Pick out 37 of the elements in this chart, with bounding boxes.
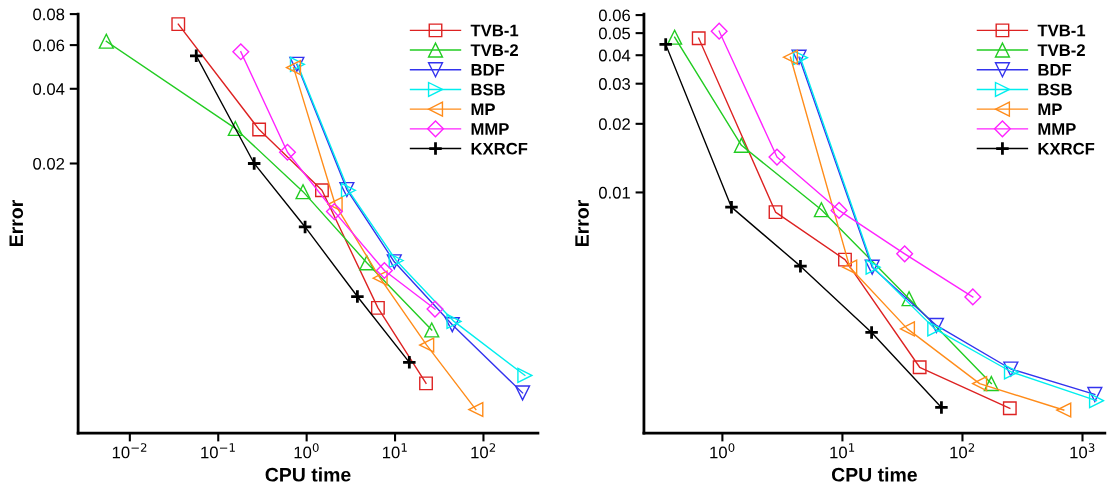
- y-tick-label: 0.06: [33, 39, 65, 52]
- legend-label: TVB-1: [470, 24, 519, 37]
- legend-label: MP: [471, 103, 495, 115]
- x-tick-label: 10$^{1}$: [382, 443, 407, 459]
- y-tick-label: 0.02: [598, 118, 630, 131]
- legend-label: TVB-1: [1037, 24, 1086, 37]
- y-tick-label: 0.04: [33, 83, 65, 95]
- legend-label: BSB: [471, 83, 505, 96]
- legend-label: KXRCF: [1038, 142, 1095, 155]
- y-tick-label: 0.06: [598, 9, 631, 22]
- x-tick-label: 10$^{2}$: [950, 443, 975, 459]
- x-tick-label: 10$^{3}$: [1070, 443, 1095, 459]
- x-tick-label: 10$^{0}$: [294, 443, 319, 459]
- x-tick-label: 10$^{0}$: [710, 443, 735, 459]
- y-tick-label: 0.02: [33, 157, 65, 170]
- legend-label: TVB-2: [470, 44, 518, 56]
- x-tick-label: 10$^{1}$: [830, 443, 855, 459]
- legend-label: MMP: [471, 123, 509, 135]
- legend-label: BSB: [1038, 83, 1072, 96]
- x-tick-label: 10$^{−2}$: [112, 443, 147, 459]
- legend-label: KXRCF: [471, 142, 528, 155]
- x-axis-title: CPU time: [831, 467, 917, 482]
- legend-label: TVB-2: [1037, 44, 1085, 56]
- y-tick-label: 0.03: [598, 78, 631, 90]
- legend-label: BDF: [1038, 64, 1072, 76]
- y-tick-label: 0.04: [598, 49, 631, 62]
- legend-label: MMP: [1038, 123, 1076, 135]
- legend-label: BDF: [471, 64, 505, 76]
- x-tick-label: 10$^{2}$: [471, 443, 496, 459]
- legend-label: MP: [1038, 103, 1062, 115]
- y-axis-title: Error: [9, 200, 24, 247]
- x-axis-title: CPU time: [265, 467, 351, 482]
- x-tick-label: 10$^{−1}$: [201, 443, 235, 459]
- y-axis-title: Error: [575, 200, 589, 247]
- y-tick-label: 0.01: [598, 186, 630, 199]
- y-tick-label: 0.08: [33, 8, 65, 21]
- y-tick-label: 0.05: [598, 27, 631, 40]
